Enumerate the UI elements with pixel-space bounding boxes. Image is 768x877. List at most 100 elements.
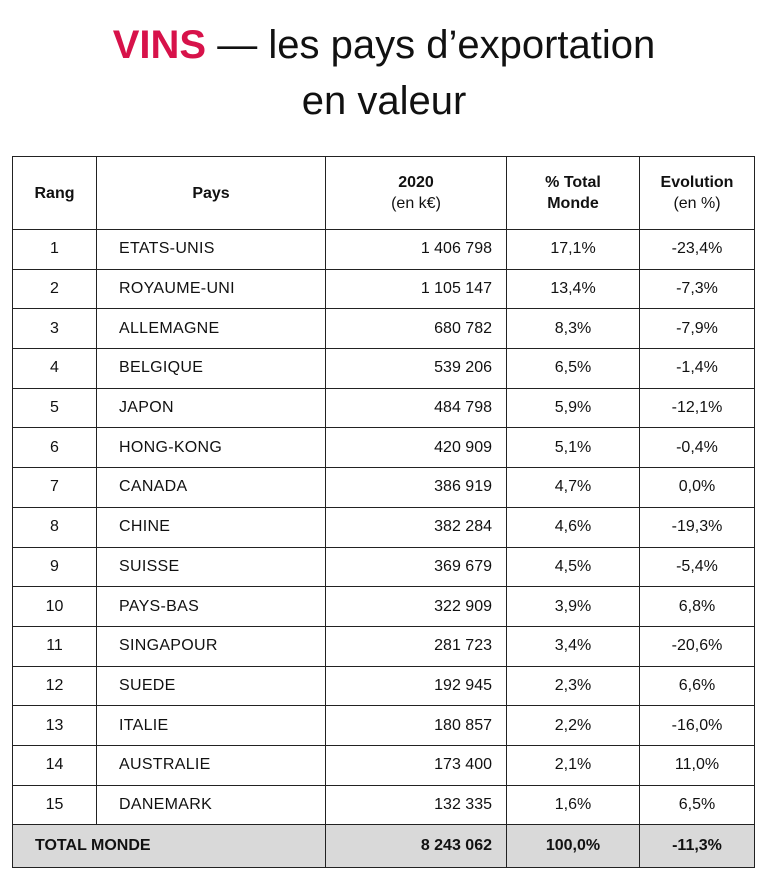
cell-pays: ALLEMAGNE bbox=[96, 308, 326, 350]
total-value: 8 243 062 bbox=[325, 824, 507, 869]
export-table: Rang Pays 2020 (en k€) % Total Monde Evolu… bbox=[12, 156, 755, 869]
cell-pays: BELGIQUE bbox=[96, 348, 326, 389]
cell-pct: 17,1% bbox=[506, 229, 640, 270]
cell-pays: CANADA bbox=[96, 467, 326, 508]
cell-pct: 5,9% bbox=[506, 387, 640, 429]
cell-rang: 15 bbox=[12, 784, 97, 826]
cell-rang: 6 bbox=[12, 427, 97, 469]
cell-rang: 14 bbox=[12, 744, 97, 786]
cell-evo: -7,3% bbox=[639, 268, 755, 310]
header-pct-sub: Monde bbox=[547, 195, 599, 212]
cell-pct: 6,5% bbox=[506, 348, 640, 389]
cell-rang: 7 bbox=[12, 467, 97, 508]
cell-pct: 5,1% bbox=[506, 427, 640, 469]
cell-rang: 13 bbox=[12, 705, 97, 746]
cell-evo: -1,4% bbox=[639, 348, 755, 389]
table-row: 6 HONG-KONG 420 909 5,1% -0,4% bbox=[12, 427, 755, 469]
cell-pays: DANEMARK bbox=[96, 784, 326, 826]
cell-pct: 4,6% bbox=[506, 506, 640, 548]
cell-rang: 10 bbox=[12, 586, 97, 627]
header-pct-main: % Total bbox=[545, 174, 601, 191]
table-row: 13 ITALIE 180 857 2,2% -16,0% bbox=[12, 705, 755, 746]
cell-pct: 13,4% bbox=[506, 268, 640, 310]
cell-pays: AUSTRALIE bbox=[96, 744, 326, 786]
page-title-line-2: en valeur bbox=[301, 79, 467, 123]
cell-rang: 8 bbox=[12, 506, 97, 548]
cell-pays: ITALIE bbox=[96, 705, 326, 746]
cell-pct: 2,1% bbox=[506, 744, 640, 786]
total-evo: -11,3% bbox=[639, 824, 755, 869]
cell-pays: JAPON bbox=[96, 387, 326, 429]
cell-value: 132 335 bbox=[325, 784, 507, 826]
cell-pays: SUISSE bbox=[96, 546, 326, 588]
cell-pays: ROYAUME-UNI bbox=[96, 268, 326, 310]
header-evo-sub: (en %) bbox=[673, 195, 721, 212]
cell-pct: 2,3% bbox=[506, 665, 640, 707]
table-row: 12 SUEDE 192 945 2,3% 6,6% bbox=[12, 665, 755, 707]
cell-rang: 2 bbox=[12, 268, 97, 310]
cell-evo: 6,6% bbox=[639, 665, 755, 707]
table-row: 11 SINGAPOUR 281 723 3,4% -20,6% bbox=[12, 625, 755, 667]
cell-rang: 11 bbox=[12, 625, 97, 667]
cell-evo: -5,4% bbox=[639, 546, 755, 588]
cell-evo: 6,5% bbox=[639, 784, 755, 826]
header-pays: Pays bbox=[96, 156, 326, 230]
cell-value: 180 857 bbox=[325, 705, 507, 746]
title-accent: VINS bbox=[112, 23, 207, 67]
header-pct: % Total Monde bbox=[506, 156, 640, 230]
page-title-line-1: VINS — les pays d’exportation bbox=[0, 22, 768, 68]
cell-pays: ETATS-UNIS bbox=[96, 229, 326, 270]
cell-pct: 8,3% bbox=[506, 308, 640, 350]
cell-rang: 4 bbox=[12, 348, 97, 389]
cell-value: 1 105 147 bbox=[325, 268, 507, 310]
cell-evo: -12,1% bbox=[639, 387, 755, 429]
cell-evo: -7,9% bbox=[639, 308, 755, 350]
cell-value: 1 406 798 bbox=[325, 229, 507, 270]
cell-pays: HONG-KONG bbox=[96, 427, 326, 469]
cell-evo: -23,4% bbox=[639, 229, 755, 270]
header-rang: Rang bbox=[12, 156, 97, 230]
table-row: 2 ROYAUME-UNI 1 105 147 13,4% -7,3% bbox=[12, 268, 755, 310]
cell-evo: -20,6% bbox=[639, 625, 755, 667]
cell-rang: 1 bbox=[12, 229, 97, 270]
table-row: 3 ALLEMAGNE 680 782 8,3% -7,9% bbox=[12, 308, 755, 350]
title-dash: — bbox=[206, 23, 269, 67]
cell-pct: 4,7% bbox=[506, 467, 640, 508]
cell-pct: 4,5% bbox=[506, 546, 640, 588]
cell-evo: -0,4% bbox=[639, 427, 755, 469]
header-evo: Evolution (en %) bbox=[639, 156, 755, 230]
cell-rang: 9 bbox=[12, 546, 97, 588]
cell-evo: 11,0% bbox=[639, 744, 755, 786]
table-row: 5 JAPON 484 798 5,9% -12,1% bbox=[12, 387, 755, 429]
total-label: TOTAL MONDE bbox=[12, 824, 326, 869]
cell-pays: SUEDE bbox=[96, 665, 326, 707]
cell-pays: PAYS-BAS bbox=[96, 586, 326, 627]
cell-pct: 1,6% bbox=[506, 784, 640, 826]
cell-evo: -19,3% bbox=[639, 506, 755, 548]
table-row: 7 CANADA 386 919 4,7% 0,0% bbox=[12, 467, 755, 508]
cell-value: 484 798 bbox=[325, 387, 507, 429]
table-row: 9 SUISSE 369 679 4,5% -5,4% bbox=[12, 546, 755, 588]
table-row: 15 DANEMARK 132 335 1,6% 6,5% bbox=[12, 784, 755, 826]
header-value: 2020 (en k€) bbox=[325, 156, 507, 230]
cell-rang: 5 bbox=[12, 387, 97, 429]
title-rest: les pays d’exportation bbox=[268, 23, 656, 67]
cell-value: 173 400 bbox=[325, 744, 507, 786]
cell-pays: SINGAPOUR bbox=[96, 625, 326, 667]
table-row: 14 AUSTRALIE 173 400 2,1% 11,0% bbox=[12, 744, 755, 786]
header-value-main: 2020 bbox=[398, 174, 434, 191]
cell-value: 192 945 bbox=[325, 665, 507, 707]
header-value-sub: (en k€) bbox=[391, 195, 441, 212]
cell-value: 322 909 bbox=[325, 586, 507, 627]
header-evo-main: Evolution bbox=[660, 174, 734, 191]
table-row: 4 BELGIQUE 539 206 6,5% -1,4% bbox=[12, 348, 755, 389]
cell-value: 281 723 bbox=[325, 625, 507, 667]
cell-pays: CHINE bbox=[96, 506, 326, 548]
cell-value: 386 919 bbox=[325, 467, 507, 508]
cell-evo: -16,0% bbox=[639, 705, 755, 746]
cell-evo: 6,8% bbox=[639, 586, 755, 627]
table-row: 1 ETATS-UNIS 1 406 798 17,1% -23,4% bbox=[12, 229, 755, 270]
total-row: TOTAL MONDE 8 243 062 100,0% -11,3% bbox=[12, 824, 755, 869]
total-pct: 100,0% bbox=[506, 824, 640, 869]
cell-value: 680 782 bbox=[325, 308, 507, 350]
